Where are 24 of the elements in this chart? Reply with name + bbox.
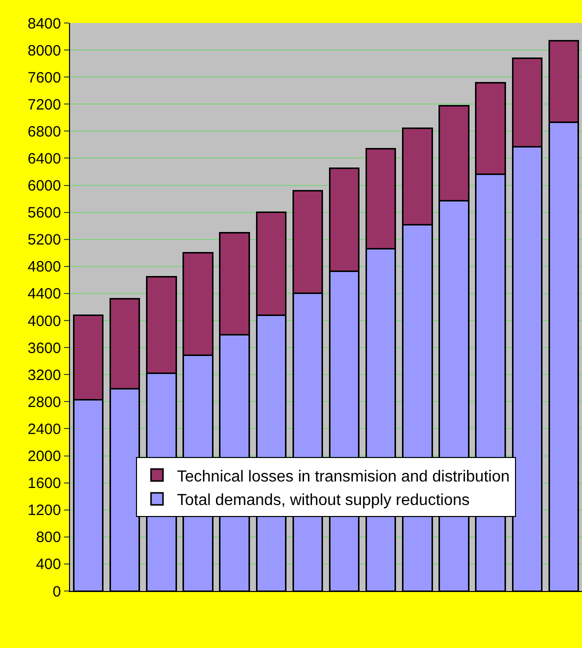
y-tick-label: 3600 [28,340,61,357]
y-tick-label: 2000 [28,448,61,466]
y-tick-label: 1600 [28,475,61,492]
y-tick-label: 7200 [28,96,61,114]
y-tick-label: 2400 [28,420,61,438]
y-tick-label: 3200 [28,366,61,384]
y-tick-label: 5600 [28,204,61,222]
y-tick-label: 7600 [28,69,61,86]
y-tick-label: 4000 [28,312,61,330]
y-tick-label: 8400 [28,15,61,32]
y-tick-label: 6000 [28,178,61,195]
y-tick-label: 1200 [28,502,61,520]
y-tick-label: 400 [36,556,61,574]
y-tick-label: 2800 [28,394,61,411]
legend-label: Total demands, without supply reductions [177,492,470,510]
y-tick-label: 6800 [28,123,61,140]
y-tick-label: 4800 [28,258,61,276]
legend-label: Technical losses in transmision and distribution [177,468,510,486]
y-tick-label: 8000 [28,42,61,60]
y-tick-label: 0 [52,583,61,600]
y-tick-label: 4400 [28,286,61,303]
y-tick-label: 800 [36,529,61,546]
y-tick-label: 6400 [28,150,61,168]
y-tick-label: 5200 [28,232,61,249]
